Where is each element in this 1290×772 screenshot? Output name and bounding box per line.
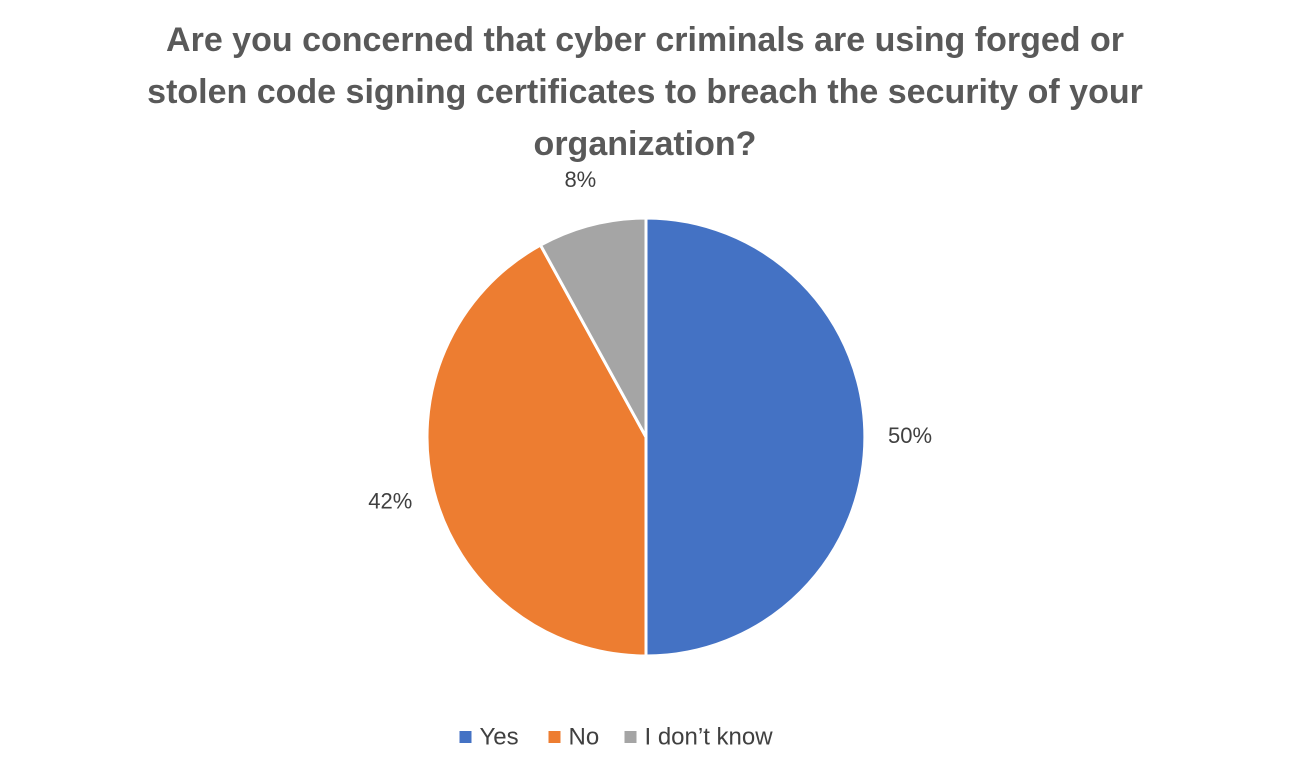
data-label: 42% [368, 488, 412, 513]
pie-slice [644, 216, 867, 658]
chart-title: Are you concerned that cyber criminals a… [147, 21, 1143, 163]
legend-label: I don’t know [645, 723, 774, 750]
legend-label: No [569, 723, 600, 750]
legend-label: Yes [480, 723, 519, 750]
pie-slice [538, 216, 648, 438]
data-label: 50% [888, 423, 932, 448]
pie-slice [425, 243, 648, 658]
legend-swatch [548, 731, 561, 743]
data-label: 8% [564, 167, 596, 192]
legend-swatch [459, 731, 472, 743]
legend-swatch [624, 731, 637, 743]
